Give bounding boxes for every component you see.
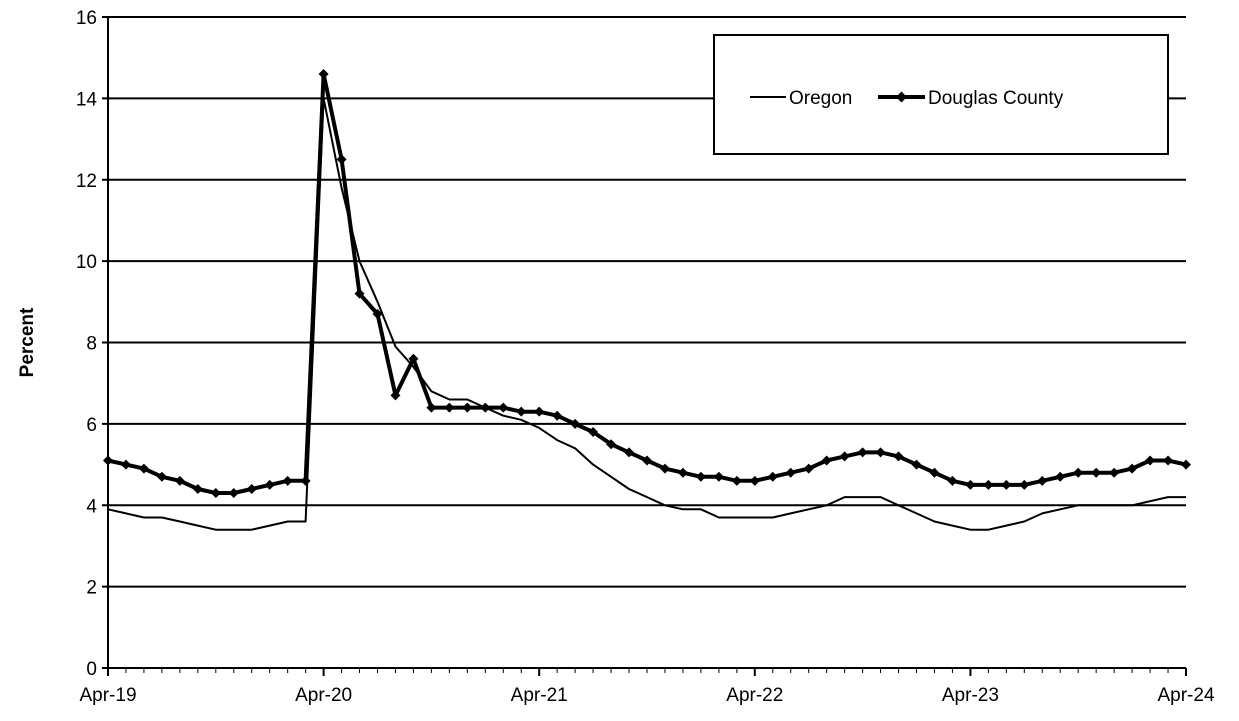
- data-point-douglas-county-2024-04: [1181, 459, 1191, 470]
- y-tick-label-2: 2: [86, 578, 97, 599]
- data-point-douglas-county-2020-05: [336, 154, 347, 165]
- data-point-douglas-county-2022-08: [821, 455, 832, 466]
- data-point-douglas-county-2020-01: [264, 479, 275, 490]
- y-tick-label-12: 12: [76, 171, 97, 192]
- data-point-douglas-county-2020-06: [354, 288, 365, 299]
- data-point-douglas-county-2021-11: [659, 463, 670, 474]
- data-point-douglas-county-2023-01: [911, 459, 922, 470]
- x-tick-label-apr-20: Apr-20: [295, 685, 352, 706]
- data-point-douglas-county-2020-11: [444, 402, 455, 413]
- data-point-douglas-county-2021-02: [498, 402, 509, 413]
- data-point-douglas-county-2023-09: [1055, 471, 1066, 482]
- data-point-douglas-county-2022-11: [875, 447, 886, 458]
- legend-box: [713, 34, 1169, 155]
- y-tick-label-14: 14: [76, 89, 98, 110]
- data-point-douglas-county-2022-06: [785, 467, 796, 478]
- data-point-douglas-county-2021-01: [480, 402, 491, 413]
- data-point-douglas-county-2019-08: [174, 475, 185, 486]
- x-tick-label-apr-23: Apr-23: [942, 685, 999, 706]
- data-point-douglas-county-2021-12: [677, 467, 688, 478]
- data-point-douglas-county-2023-02: [929, 467, 940, 478]
- data-point-douglas-county-2020-03: [300, 475, 311, 486]
- data-point-douglas-county-2023-06: [1001, 479, 1012, 490]
- data-point-douglas-county-2024-01: [1127, 463, 1138, 474]
- data-point-douglas-county-2019-06: [138, 463, 149, 474]
- data-point-douglas-county-2022-05: [767, 471, 778, 482]
- x-tick-label-apr-21: Apr-21: [511, 685, 568, 706]
- legend-label-oregon: Oregon: [789, 88, 852, 109]
- x-tick-label-apr-24: Apr-24: [1157, 685, 1214, 706]
- series-line-oregon: [107, 97, 1186, 531]
- x-tick-label-apr-22: Apr-22: [726, 685, 783, 706]
- legend-douglas-diamond-marker: [896, 91, 907, 103]
- data-point-douglas-county-2022-04: [749, 475, 760, 486]
- data-point-douglas-county-2021-03: [516, 406, 527, 417]
- data-point-douglas-county-2023-07: [1019, 479, 1030, 490]
- y-tick-label-10: 10: [76, 252, 97, 273]
- data-point-douglas-county-2019-10: [210, 488, 221, 499]
- data-point-douglas-county-2021-06: [570, 418, 581, 429]
- data-point-douglas-county-2022-01: [695, 471, 706, 482]
- y-tick-label-8: 8: [86, 334, 97, 355]
- legend-entry-douglas-county: Douglas County: [878, 88, 1064, 109]
- data-point-douglas-county-2019-07: [156, 471, 167, 482]
- data-point-douglas-county-2022-03: [731, 475, 742, 486]
- y-tick-label-16: 16: [76, 8, 97, 29]
- data-point-douglas-county-2021-04: [534, 406, 545, 417]
- data-point-douglas-county-2020-12: [462, 402, 473, 413]
- data-point-douglas-county-2021-08: [606, 439, 617, 450]
- data-point-douglas-county-2019-05: [120, 459, 131, 470]
- y-axis-ticks: 0 2 4 6 8 10 12 14 16: [76, 8, 108, 680]
- y-tick-label-0: 0: [86, 659, 97, 680]
- data-point-douglas-county-2022-12: [893, 451, 904, 462]
- data-point-douglas-county-2021-09: [624, 447, 635, 458]
- series-douglas-county: [103, 68, 1191, 499]
- data-point-douglas-county-2019-11: [228, 488, 239, 499]
- data-point-douglas-county-2024-03: [1163, 455, 1174, 466]
- data-point-douglas-county-2020-02: [282, 475, 293, 486]
- y-axis-title: Percent: [17, 307, 38, 377]
- data-point-douglas-county-2021-05: [552, 410, 563, 421]
- data-point-douglas-county-2020-10: [426, 402, 437, 413]
- data-point-douglas-county-2021-10: [642, 455, 652, 466]
- data-point-douglas-county-2020-04: [318, 68, 329, 79]
- series-layer: [103, 68, 1191, 531]
- data-point-douglas-county-2019-09: [192, 483, 203, 494]
- data-point-douglas-county-2023-12: [1109, 467, 1120, 478]
- data-point-douglas-county-2020-08: [390, 390, 401, 401]
- y-tick-label-4: 4: [86, 496, 97, 517]
- data-point-douglas-county-2022-10: [857, 447, 868, 458]
- data-point-douglas-county-2023-08: [1037, 475, 1048, 486]
- data-point-douglas-county-2024-02: [1145, 455, 1156, 466]
- data-point-douglas-county-2020-09: [408, 353, 419, 364]
- data-point-douglas-county-2019-12: [246, 483, 257, 494]
- legend-label-douglas-county: Douglas County: [928, 88, 1064, 109]
- x-axis-ticks: Apr-19 Apr-20 Apr-21 Apr-22 Apr-23 Apr-24: [79, 668, 1215, 706]
- data-point-douglas-county-2023-10: [1073, 467, 1084, 478]
- legend-entry-oregon: Oregon: [750, 88, 852, 109]
- legend: Oregon Douglas County: [713, 34, 1169, 155]
- data-point-douglas-county-2022-09: [839, 451, 850, 462]
- data-point-douglas-county-2023-04: [965, 479, 976, 490]
- series-oregon: [107, 97, 1186, 531]
- y-tick-label-6: 6: [86, 415, 97, 436]
- data-point-douglas-county-2021-07: [588, 427, 599, 438]
- data-point-douglas-county-2020-07: [372, 309, 383, 320]
- data-point-douglas-county-2022-07: [803, 463, 814, 474]
- data-point-douglas-county-2022-02: [713, 471, 724, 482]
- data-point-douglas-county-2023-05: [983, 479, 994, 490]
- x-tick-label-apr-19: Apr-19: [79, 685, 136, 706]
- data-point-douglas-county-2023-11: [1091, 467, 1102, 478]
- data-point-douglas-county-2023-03: [947, 475, 958, 486]
